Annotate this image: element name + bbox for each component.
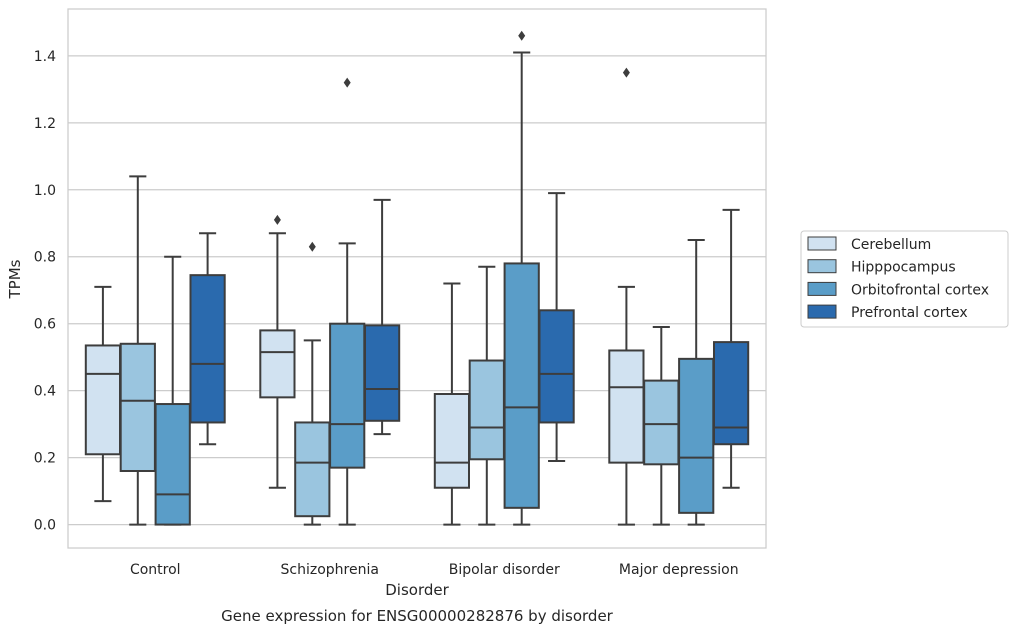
box-1-2 — [468, 265, 505, 526]
legend-swatch — [807, 259, 837, 274]
y-tick-label: 0.2 — [34, 451, 56, 467]
box-2-0 — [154, 255, 191, 526]
box-body — [154, 403, 191, 526]
flier-marker — [308, 241, 316, 252]
legend-swatch — [807, 236, 837, 251]
chart-title: Gene expression for ENSG00000282876 by d… — [221, 607, 614, 625]
x-axis-label: Disorder — [385, 581, 449, 599]
box-3-2 — [538, 192, 575, 462]
flier-marker — [622, 67, 630, 78]
box-3-0 — [189, 232, 226, 446]
box-body — [119, 342, 156, 473]
y-tick-label: 1.2 — [34, 116, 56, 132]
box-body — [363, 324, 401, 422]
legend-swatch — [807, 281, 837, 296]
box-1-0 — [119, 175, 156, 526]
legend-label: Orbitofrontal cortex — [851, 282, 989, 298]
box-3-1 — [363, 198, 401, 436]
box-0-3 — [608, 67, 645, 526]
box-body — [503, 262, 540, 509]
box-body — [329, 322, 366, 469]
legend-label: Prefrontal cortex — [851, 305, 968, 321]
box-body — [643, 379, 680, 466]
y-axis-label: TPMs — [6, 259, 24, 299]
box-2-3 — [678, 239, 715, 526]
y-tick-label: 0.4 — [34, 384, 56, 400]
box-body — [538, 309, 575, 424]
box-groups — [84, 30, 750, 526]
y-tick-label: 0.8 — [34, 250, 56, 266]
legend-label: Hipppocampus — [851, 260, 956, 276]
box-2-2 — [503, 30, 540, 526]
box-body — [608, 349, 645, 464]
legend-label: Cerebellum — [851, 237, 931, 253]
y-tick-labels: 0.0 0.2 0.4 0.6 0.8 1.0 1.2 1.4 — [34, 49, 56, 534]
legend-frame — [800, 230, 1009, 328]
x-tick-label: Schizophrenia — [281, 562, 379, 578]
box-3-3 — [712, 208, 750, 489]
y-tick-label: 1.0 — [34, 183, 56, 199]
y-tick-label: 0.6 — [34, 317, 56, 333]
box-body — [712, 341, 750, 446]
box-0-1 — [259, 214, 296, 489]
legend-swatch — [807, 304, 837, 319]
flier-marker — [518, 30, 526, 41]
x-tick-label: Control — [130, 562, 181, 578]
box-body — [84, 344, 122, 456]
box-0-0 — [84, 285, 122, 503]
box-body — [294, 421, 331, 518]
box-body — [678, 357, 715, 514]
flier-marker — [343, 77, 351, 88]
x-tick-labels: Control Schizophrenia Bipolar disorder Majo… — [130, 562, 739, 578]
box-body — [468, 359, 505, 461]
x-tick-label: Bipolar disorder — [449, 562, 560, 578]
legend: Cerebellum Hipppocampus Orbitofrontal cort… — [800, 230, 1009, 328]
box-2-1 — [329, 77, 366, 526]
box-1-1 — [294, 241, 331, 526]
flier-marker — [273, 214, 281, 225]
box-body — [189, 274, 226, 424]
box-body — [259, 329, 296, 399]
box-body — [433, 393, 471, 489]
x-tick-label: Major depression — [619, 562, 739, 578]
plot-frame — [67, 8, 767, 549]
y-tick-label: 0.0 — [34, 518, 56, 534]
y-tick-label: 1.4 — [34, 49, 56, 65]
